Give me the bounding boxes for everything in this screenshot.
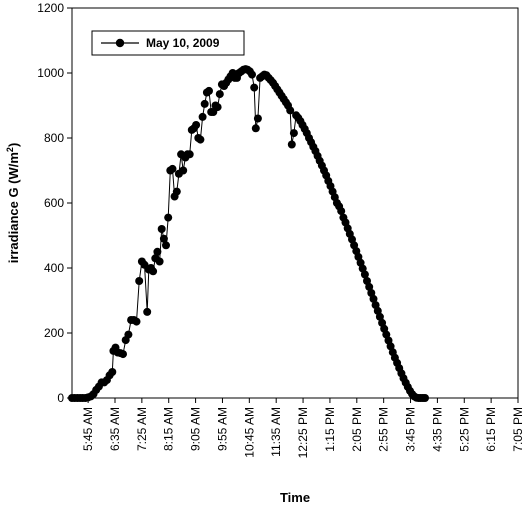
data-point (213, 103, 222, 112)
data-point (164, 213, 173, 222)
data-point (143, 307, 152, 316)
y-axis-title-main: irradiance G (W/m (6, 152, 21, 263)
x-tick-label: 2:05 PM (350, 407, 364, 452)
plot-area (71, 7, 519, 399)
data-point (286, 106, 295, 115)
legend-label: May 10, 2009 (146, 36, 220, 50)
x-tick-label: 11:35 AM (269, 407, 283, 457)
x-tick-label: 1:15 PM (323, 407, 337, 452)
x-tick-label: 12:25 PM (296, 407, 310, 458)
x-axis-title: Time (280, 490, 310, 505)
y-tick-label: 0 (57, 391, 64, 405)
data-point (192, 121, 201, 129)
x-tick-label: 4:35 PM (430, 407, 444, 452)
x-tick-label: 7:05 PM (511, 407, 523, 452)
data-point (157, 225, 166, 233)
data-point (159, 234, 168, 243)
x-tick-label: 9:55 AM (215, 407, 229, 451)
data-point (205, 86, 213, 95)
data-point (375, 312, 384, 321)
legend: May 10, 2009 (91, 30, 245, 56)
data-point (287, 140, 296, 149)
data-point (153, 247, 162, 256)
series-0 (68, 65, 429, 402)
y-tick-label: 800 (44, 131, 64, 145)
y-tick-label: 600 (44, 196, 64, 210)
data-point (421, 394, 429, 402)
y-tick-label: 400 (44, 261, 64, 275)
data-point (196, 135, 205, 144)
x-axis: 5:45 AM 6:35 AM 7:25 AM 8:15 AM 9:05 AM 9:55 … (81, 398, 523, 458)
data-point (132, 317, 141, 326)
data-point (124, 330, 133, 339)
data-point (168, 164, 177, 173)
data-point (179, 166, 188, 175)
data-point (149, 267, 158, 276)
series-layer (68, 65, 429, 402)
data-point (155, 257, 164, 266)
data-point (172, 187, 181, 196)
y-axis-title-superscript: 2 (5, 147, 15, 152)
data-point (253, 114, 262, 123)
x-tick-label: 8:15 AM (162, 407, 176, 451)
y-axis-title-end: ) (6, 143, 21, 147)
x-tick-label: 5:45 AM (81, 407, 95, 451)
data-point (215, 90, 224, 99)
data-point (365, 282, 374, 291)
x-tick-label: 3:45 PM (404, 407, 418, 452)
y-axis-title: irradiance G (W/m2) (5, 143, 21, 264)
data-point (162, 241, 170, 250)
data-point (200, 99, 209, 108)
x-tick-label: 10:45 AM (242, 407, 256, 458)
data-point (289, 129, 298, 138)
data-point (135, 277, 144, 285)
x-tick-label: 9:05 AM (189, 407, 203, 451)
data-point (250, 83, 259, 92)
legend-marker (115, 38, 125, 48)
data-point (108, 368, 117, 376)
data-point (369, 294, 378, 303)
data-point (119, 350, 127, 359)
y-axis: 0 200 400 600 800 1000 1200 (37, 1, 72, 405)
x-tick-label: 6:35 AM (108, 407, 122, 451)
y-tick-label: 1200 (37, 1, 64, 15)
x-tick-label: 2:55 PM (377, 407, 391, 452)
data-point (360, 270, 369, 279)
y-tick-label: 1000 (37, 66, 64, 80)
data-point (251, 124, 260, 133)
x-tick-label: 5:25 PM (457, 407, 471, 452)
data-point (248, 70, 256, 79)
x-tick-label: 7:25 AM (135, 407, 149, 451)
y-tick-label: 200 (44, 326, 64, 340)
x-tick-label: 6:15 PM (484, 407, 498, 452)
data-point (198, 112, 207, 121)
data-point (185, 150, 194, 159)
data-point (337, 207, 346, 216)
